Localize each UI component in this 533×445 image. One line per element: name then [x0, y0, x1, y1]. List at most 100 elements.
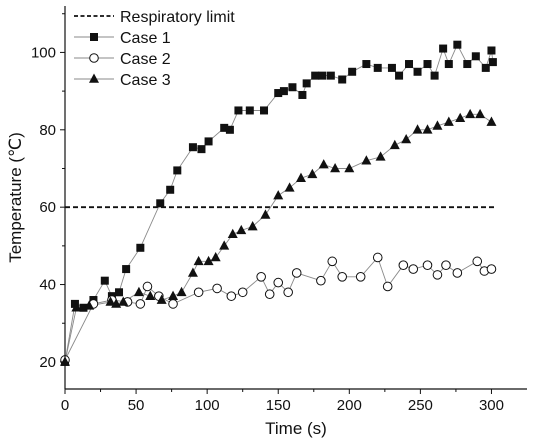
data-point-series-3 — [284, 182, 295, 192]
legend-label-series-2: Case 2 — [120, 51, 171, 68]
data-point-series-2 — [226, 291, 237, 301]
data-point-series-3 — [84, 300, 95, 310]
legend-label-respiratory-limit: Respiratory limit — [120, 9, 235, 26]
data-point-series-1 — [302, 79, 311, 88]
data-point-series-3 — [133, 286, 144, 297]
data-point-series-3 — [432, 120, 443, 130]
data-point-series-1 — [136, 243, 145, 252]
y-axis-title: Temperature (℃) — [6, 132, 25, 263]
data-point-series-3 — [105, 296, 116, 306]
legend-swatch-marker-2 — [89, 53, 99, 63]
series-line-1 — [64, 43, 494, 362]
series-line-3 — [64, 113, 492, 362]
data-point-series-1 — [471, 52, 480, 61]
data-point-series-1 — [395, 71, 404, 80]
data-point-series-3 — [210, 251, 221, 262]
data-point-series-1 — [115, 288, 124, 297]
data-point-series-1 — [225, 125, 234, 134]
data-point-series-2 — [422, 260, 433, 271]
data-point-series-1 — [373, 63, 382, 72]
data-point-series-3 — [227, 228, 238, 239]
data-point-series-3 — [203, 255, 214, 266]
legend-label-series-1: Case 1 — [120, 30, 171, 47]
data-point-series-1 — [439, 44, 448, 53]
data-point-series-1 — [453, 40, 462, 49]
data-point-series-3 — [475, 108, 486, 119]
data-point-series-3 — [71, 302, 82, 312]
data-point-series-1 — [220, 123, 229, 132]
data-point-series-3 — [118, 296, 129, 306]
data-point-series-3 — [176, 286, 187, 297]
data-point-series-2 — [408, 264, 419, 274]
data-point-series-1 — [338, 75, 347, 84]
data-point-series-1 — [362, 60, 371, 69]
data-point-series-1 — [173, 166, 182, 175]
data-point-series-3 — [193, 255, 204, 266]
data-point-series-2 — [355, 272, 366, 282]
x-tick-label: 50 — [128, 397, 145, 414]
data-point-series-3 — [156, 294, 167, 304]
data-point-series-1 — [387, 63, 396, 72]
data-point-series-1 — [245, 106, 254, 115]
data-point-series-2 — [452, 268, 463, 278]
data-point-series-2 — [193, 287, 204, 298]
data-point-series-3 — [330, 162, 341, 173]
data-point-series-3 — [443, 116, 454, 126]
data-point-series-1 — [70, 299, 79, 308]
data-point-series-1 — [423, 60, 432, 69]
data-point-series-1 — [430, 71, 439, 80]
legend-label-series-3: Case 3 — [120, 72, 171, 89]
x-tick-label: 300 — [479, 397, 504, 414]
data-point-series-3 — [168, 290, 179, 300]
data-point-series-1 — [188, 143, 197, 152]
data-point-series-2 — [142, 281, 153, 292]
data-point-series-1 — [405, 60, 414, 69]
x-tick-label: 0 — [61, 397, 69, 414]
y-tick-label: 40 — [39, 277, 56, 294]
legend-swatch-marker-1 — [90, 33, 98, 41]
x-tick-label: 100 — [195, 397, 220, 414]
data-point-series-3 — [422, 124, 433, 134]
x-axis-title: Time (s) — [265, 419, 327, 438]
data-point-series-2 — [291, 268, 302, 278]
data-point-series-1 — [79, 303, 88, 312]
data-point-series-2 — [212, 283, 222, 294]
data-point-series-3 — [219, 240, 230, 250]
y-tick-label: 100 — [31, 44, 56, 61]
data-point-series-3 — [389, 139, 400, 150]
data-point-series-2 — [168, 299, 178, 309]
data-point-series-2 — [441, 260, 451, 271]
data-point-series-1 — [279, 87, 288, 96]
data-point-series-2 — [273, 277, 284, 288]
data-point-series-3 — [318, 159, 329, 169]
data-point-series-1 — [298, 90, 307, 99]
data-point-series-3 — [412, 124, 423, 134]
data-point-series-2 — [264, 289, 275, 300]
data-point-series-3 — [295, 172, 306, 182]
data-point-series-3 — [260, 209, 271, 219]
data-point-series-1 — [311, 71, 320, 80]
data-point-series-1 — [260, 106, 269, 115]
data-point-series-1 — [444, 60, 453, 69]
data-point-series-1 — [166, 185, 175, 194]
data-point-series-2 — [472, 256, 483, 267]
data-point-series-2 — [337, 272, 348, 282]
data-point-series-3 — [375, 151, 386, 161]
data-point-series-2 — [372, 252, 383, 263]
data-point-series-1 — [100, 276, 109, 285]
data-point-series-2 — [316, 275, 326, 286]
data-point-series-2 — [486, 264, 497, 274]
data-point-series-2 — [135, 299, 146, 309]
data-point-series-1 — [348, 67, 357, 76]
data-point-series-2 — [237, 287, 248, 298]
data-point-series-3 — [401, 133, 412, 144]
data-point-series-2 — [256, 272, 266, 282]
data-point-series-3 — [307, 168, 318, 179]
data-point-series-1 — [326, 71, 335, 80]
data-point-series-1 — [463, 60, 472, 69]
data-point-series-1 — [288, 83, 297, 92]
data-point-series-3 — [273, 190, 284, 200]
data-point-series-1 — [234, 106, 243, 115]
data-point-series-1 — [197, 145, 206, 154]
